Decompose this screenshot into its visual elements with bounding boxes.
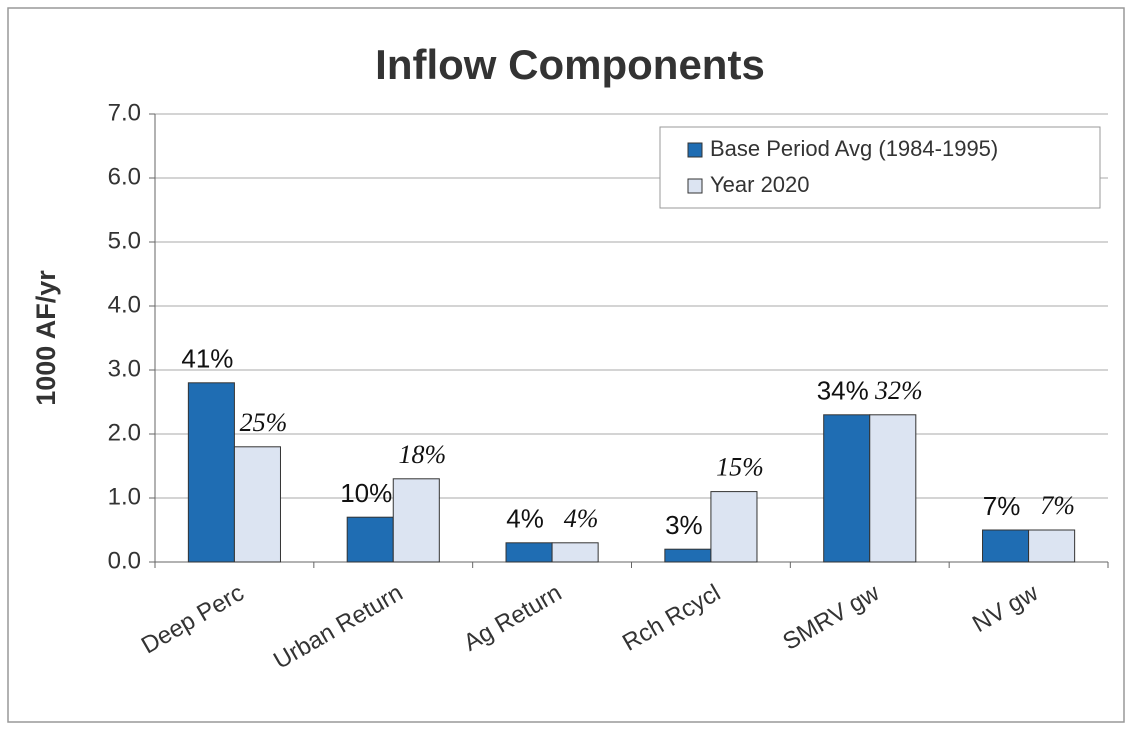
value-label: 18% xyxy=(398,440,446,469)
legend-swatch xyxy=(687,178,703,194)
y-tick-label: 0.0 xyxy=(108,547,141,574)
bar xyxy=(982,529,1030,563)
bar xyxy=(1028,529,1076,563)
bar xyxy=(346,516,394,563)
bar xyxy=(664,548,712,563)
legend-label: Year 2020 xyxy=(710,172,810,197)
value-label: 4% xyxy=(564,504,599,533)
bar xyxy=(505,542,553,563)
chart-title: Inflow Components xyxy=(375,41,765,88)
y-tick-label: 3.0 xyxy=(108,355,141,382)
y-tick-label: 2.0 xyxy=(108,419,141,446)
bar xyxy=(551,542,599,563)
bar xyxy=(869,414,917,563)
value-label: 15% xyxy=(716,453,764,482)
bar xyxy=(710,491,758,563)
bar xyxy=(187,382,235,563)
value-label: 7% xyxy=(983,491,1021,521)
value-label: 3% xyxy=(665,510,703,540)
value-label: 25% xyxy=(240,408,288,437)
bar xyxy=(233,446,281,563)
y-axis-label: 1000 AF/yr xyxy=(31,270,61,406)
y-tick-label: 7.0 xyxy=(108,99,141,126)
value-label: 7% xyxy=(1040,491,1075,520)
value-label: 34% xyxy=(817,376,869,406)
bar xyxy=(823,414,871,563)
legend-swatch xyxy=(687,142,703,158)
y-tick-label: 6.0 xyxy=(108,163,141,190)
value-label: 10% xyxy=(340,478,392,508)
value-label: 32% xyxy=(874,376,923,405)
legend-box xyxy=(659,126,1101,209)
bar xyxy=(392,478,440,563)
y-tick-label: 5.0 xyxy=(108,227,141,254)
value-label: 41% xyxy=(181,344,233,374)
value-label: 4% xyxy=(506,504,544,534)
y-tick-label: 4.0 xyxy=(108,291,141,318)
legend-label: Base Period Avg (1984-1995) xyxy=(710,136,998,161)
y-tick-label: 1.0 xyxy=(108,483,141,510)
